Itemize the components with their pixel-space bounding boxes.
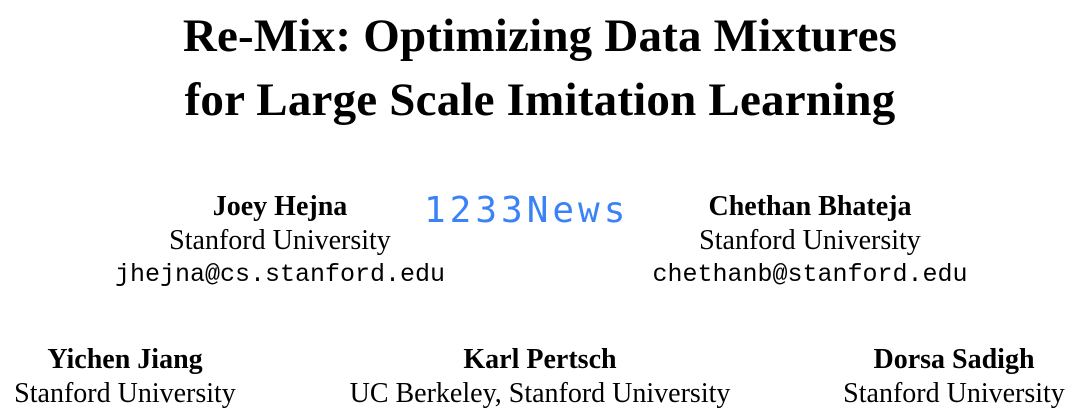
author-joey-hejna: Joey Hejna Stanford University jhejna@cs… — [98, 190, 462, 292]
author-name: Yichen Jiang — [47, 344, 203, 375]
author-affiliation: UC Berkeley, Stanford University — [349, 378, 731, 409]
paper-title-line-1: Re-Mix: Optimizing Data Mixtures — [182, 10, 898, 62]
author-name: Dorsa Sadigh — [873, 344, 1035, 375]
author-affiliation: Stanford University — [699, 225, 921, 256]
watermark-logo: 1233News — [424, 190, 630, 231]
author-yichen-jiang: Yichen Jiang Stanford University — [0, 343, 250, 411]
author-affiliation: Stanford University — [843, 378, 1065, 409]
paper-title-line-2: for Large Scale Imitation Learning — [184, 74, 896, 126]
author-dorsa-sadigh: Dorsa Sadigh Stanford University — [828, 343, 1080, 411]
author-chethan-bhateja: Chethan Bhateja Stanford University chet… — [628, 190, 992, 292]
author-name: Karl Pertsch — [463, 344, 617, 375]
author-karl-pertsch: Karl Pertsch UC Berkeley, Stanford Unive… — [320, 343, 760, 411]
author-email: chethanb@stanford.edu — [652, 260, 968, 289]
author-name: Chethan Bhateja — [708, 191, 912, 222]
author-email: jhejna@cs.stanford.edu — [114, 260, 446, 289]
author-affiliation: Stanford University — [14, 378, 236, 409]
author-name: Joey Hejna — [212, 191, 348, 222]
author-affiliation: Stanford University — [169, 225, 391, 256]
